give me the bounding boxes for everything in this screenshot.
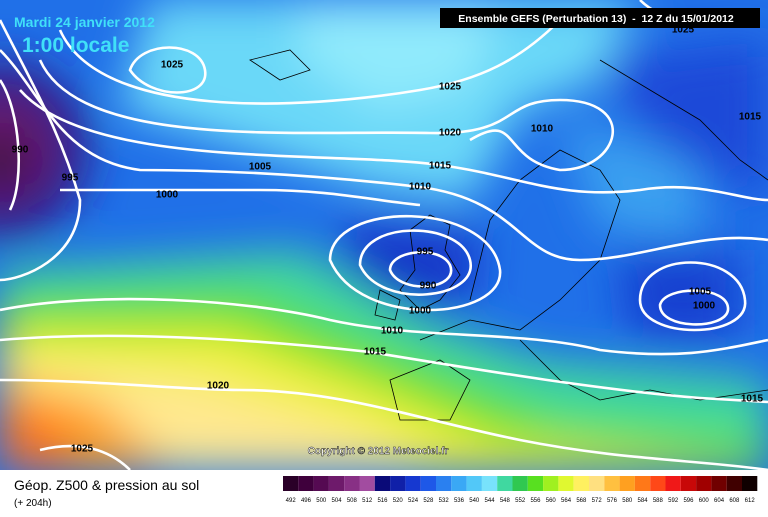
isobar-label: 1000 — [693, 301, 716, 312]
isobar-label: 1010 — [381, 326, 404, 337]
model-box — [440, 8, 760, 28]
colorbar-cell — [390, 476, 406, 491]
colorbar-cell — [497, 476, 513, 491]
isobar-label: 995 — [417, 247, 434, 258]
colorbar-cell — [680, 476, 697, 491]
isobar-label: 1000 — [156, 190, 179, 201]
isobar-labels: 1025 1025 1020 1015 1010 1005 1000 995 9… — [12, 25, 764, 455]
footer-title: Géop. Z500 & pression au sol — [14, 477, 199, 493]
colorbar-label: 608 — [729, 498, 740, 504]
colorbar-cell — [451, 476, 467, 491]
colorbar-label: 576 — [607, 498, 618, 504]
colorbar-label: 536 — [454, 498, 465, 504]
colorbar-label: 504 — [332, 498, 343, 504]
isobar-label: 1025 — [71, 444, 94, 455]
colorbar-label: 564 — [561, 498, 572, 504]
colorbar-cell — [665, 476, 681, 491]
colorbar-cell — [420, 476, 436, 491]
colorbar-label: 584 — [638, 498, 649, 504]
colorbar-cell — [543, 476, 559, 491]
colorbar-cell — [283, 476, 299, 491]
colorbar-cell — [634, 476, 651, 491]
colorbar-cell — [527, 476, 544, 491]
colorbar-label: 580 — [622, 498, 633, 504]
isobar-label: 1005 — [249, 162, 272, 173]
isobar-label: 1005 — [689, 287, 712, 298]
isobar-label: 1025 — [672, 25, 695, 36]
isobar-label: 1020 — [439, 128, 462, 139]
colorbar-label: 512 — [362, 498, 373, 504]
colorbar: 492 496 500 504 508 512 516 520 524 528 532 536 540 5… — [283, 476, 758, 504]
colorbar-cell — [589, 476, 605, 491]
colorbar-cell — [650, 476, 666, 491]
isobar-label: 1010 — [531, 124, 554, 135]
colorbar-label: 592 — [668, 498, 679, 504]
colorbar-label: 540 — [469, 498, 480, 504]
colorbar-label: 568 — [576, 498, 587, 504]
colorbar-label: 548 — [500, 498, 511, 504]
colorbar-label: 528 — [423, 498, 434, 504]
isobar-label: 1000 — [409, 306, 432, 317]
colorbar-cell — [696, 476, 712, 491]
isobar-label: 1015 — [739, 112, 762, 123]
date: Mardi 24 janvier 2012 — [14, 14, 155, 30]
isobar-label: 1015 — [364, 347, 387, 358]
colorbar-cell — [374, 476, 391, 491]
colorbar-cell — [742, 476, 758, 491]
colorbar-label: 612 — [745, 498, 756, 504]
colorbar-cell — [558, 476, 574, 491]
colorbar-label: 532 — [439, 498, 450, 504]
colorbar-cell — [512, 476, 528, 491]
colorbar-label: 508 — [347, 498, 358, 504]
colorbar-label: 600 — [699, 498, 710, 504]
colorbar-cell — [405, 476, 421, 491]
colorbar-label: 516 — [377, 498, 388, 504]
isobars — [0, 0, 768, 470]
colorbar-cell — [298, 476, 314, 491]
colorbar-cell — [328, 476, 345, 491]
colorbar-cell — [604, 476, 620, 491]
time: 1:00 locale — [22, 34, 129, 57]
isobar-label: 995 — [62, 173, 79, 184]
isobar-label: 990 — [420, 281, 437, 292]
colorbar-cell — [573, 476, 589, 491]
colorbar-label: 560 — [546, 498, 557, 504]
colorbar-cell — [481, 476, 498, 491]
colorbar-cell — [619, 476, 635, 491]
isobar-label: 1015 — [429, 161, 452, 172]
isobar-label: 1025 — [439, 82, 462, 93]
colorbar-label: 596 — [683, 498, 694, 504]
colorbar-cell — [436, 476, 452, 491]
colorbar-cell — [711, 476, 727, 491]
colorbar-label: 588 — [653, 498, 664, 504]
footer-lead: (+ 204h) — [14, 498, 52, 509]
colorbar-label: 524 — [408, 498, 419, 504]
colorbar-cell — [726, 476, 742, 491]
colorbar-label: 496 — [301, 498, 312, 504]
colorbar-cell — [359, 476, 375, 491]
model-info: Ensemble GEFS (Perturbation 13) - 12 Z d… — [458, 13, 734, 25]
colorbar-cell — [466, 476, 482, 491]
isobar-label: 1020 — [207, 381, 230, 392]
colorbar-cell — [313, 476, 329, 491]
colorbar-label: 492 — [286, 498, 297, 504]
isobar-label: 1025 — [161, 60, 184, 71]
colorbar-label: 552 — [515, 498, 526, 504]
colorbar-cell — [344, 476, 360, 491]
isobar-label: 990 — [12, 145, 29, 156]
isobar-label: 1010 — [409, 182, 432, 193]
colorbar-label: 500 — [316, 498, 327, 504]
isobar-label: 1015 — [741, 394, 764, 405]
colorbar-label: 572 — [592, 498, 603, 504]
colorbar-label: 604 — [714, 498, 725, 504]
copyright: Copyright © 2012 Meteociel.fr — [308, 446, 449, 457]
field — [0, 0, 768, 470]
colorbar-label: 520 — [393, 498, 404, 504]
colorbar-label: 556 — [530, 498, 541, 504]
colorbar-label: 544 — [485, 498, 496, 504]
